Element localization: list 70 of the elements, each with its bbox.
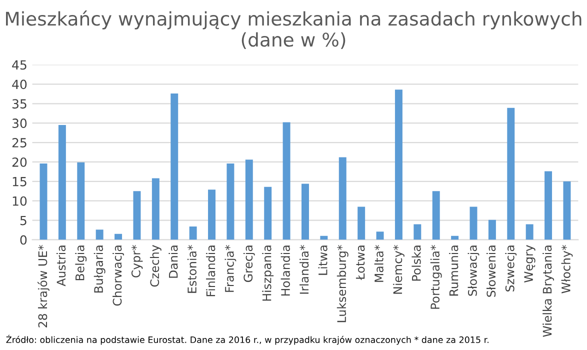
bar	[58, 125, 66, 240]
x-tick-label: Francja*	[224, 244, 236, 292]
bar	[414, 224, 422, 240]
bar	[544, 171, 552, 240]
text: Źródło: obliczenia na podstawie Eurostat. Dane za 2016 r., w przypadku krajów oznaczonych * dane za 2015 r.	[6, 334, 488, 345]
bar	[526, 224, 534, 240]
x-tick-label: Portugalia*	[430, 244, 442, 309]
x-tick-label: Estonia*	[187, 244, 196, 293]
x-tick-label: Malta*	[374, 244, 384, 282]
x-tick-label: Węgry	[524, 244, 536, 282]
bar	[77, 162, 85, 240]
bar	[152, 178, 160, 240]
x-tick-label: Bułgaria	[94, 246, 106, 292]
x-tick-label: Rumunia	[449, 246, 458, 296]
chart-title: Mieszkańcy wynajmujący mieszkania na zasadach rynkowych (dane w %)	[6, 10, 582, 49]
bar	[451, 236, 459, 240]
y-tick-label: 30	[12, 118, 27, 128]
bar	[507, 108, 515, 240]
x-tick-label: Polska	[412, 246, 421, 281]
bar	[133, 191, 141, 240]
x-tick-label: Litwa	[318, 246, 328, 275]
x-tick-label: Słowacja	[468, 246, 480, 296]
bar	[488, 220, 496, 240]
x-tick-label: Irlandia*	[300, 244, 309, 294]
x-tick-label: Luksemburg*	[336, 244, 348, 322]
x-tick-label: Wielka Brytania	[542, 246, 554, 337]
x-tick-label: Chorwacja	[112, 246, 124, 306]
y-tick-label: 40	[12, 80, 27, 90]
bar	[432, 191, 440, 240]
bar	[376, 232, 384, 240]
x-tick-label: Finlandia	[206, 246, 216, 296]
y-tick-label: 15	[12, 177, 26, 186]
x-tick-label: Włochy*	[561, 244, 573, 294]
y-tick-label: 25	[12, 138, 26, 148]
bar	[470, 206, 478, 240]
x-tick-label: Grecja	[243, 246, 255, 282]
x-tick-label: Hiszpania	[262, 246, 274, 301]
bar	[114, 234, 122, 240]
bar	[394, 90, 402, 240]
bar	[170, 94, 178, 240]
bar	[245, 160, 253, 240]
y-tick-label: 45	[12, 60, 26, 70]
bar	[282, 122, 290, 240]
bar	[338, 157, 346, 240]
x-tick-label: Czechy	[150, 244, 162, 287]
y-tick-label: 20	[12, 157, 27, 167]
x-tick-label: Łotwa	[356, 246, 365, 280]
x-tick-label: Słowenia	[486, 246, 496, 297]
bar	[358, 206, 366, 240]
x-tick-label: Niemcy*	[393, 244, 404, 294]
bar	[302, 184, 309, 240]
bar	[320, 236, 328, 240]
x-tick-label: Cypr*	[131, 244, 143, 278]
x-tick-label: 28 krajów UE*	[38, 244, 50, 328]
y-tick-label: 0	[20, 235, 27, 245]
x-tick-label: Holandia	[280, 246, 290, 296]
bar	[40, 164, 48, 240]
x-tick-label: Szwecja	[505, 246, 517, 292]
x-tick-label: Belgia	[75, 246, 87, 280]
bar	[208, 190, 216, 240]
bar	[264, 186, 272, 240]
bar	[563, 181, 571, 240]
bar	[96, 230, 104, 240]
x-tick-label: Austria	[56, 246, 66, 286]
y-tick-label: 10	[12, 196, 27, 206]
y-tick-label: 5	[20, 216, 26, 226]
bar	[226, 164, 234, 240]
y-tick-label: 35	[12, 99, 26, 109]
bar	[189, 226, 197, 240]
x-tick-label: Dania	[168, 246, 178, 278]
